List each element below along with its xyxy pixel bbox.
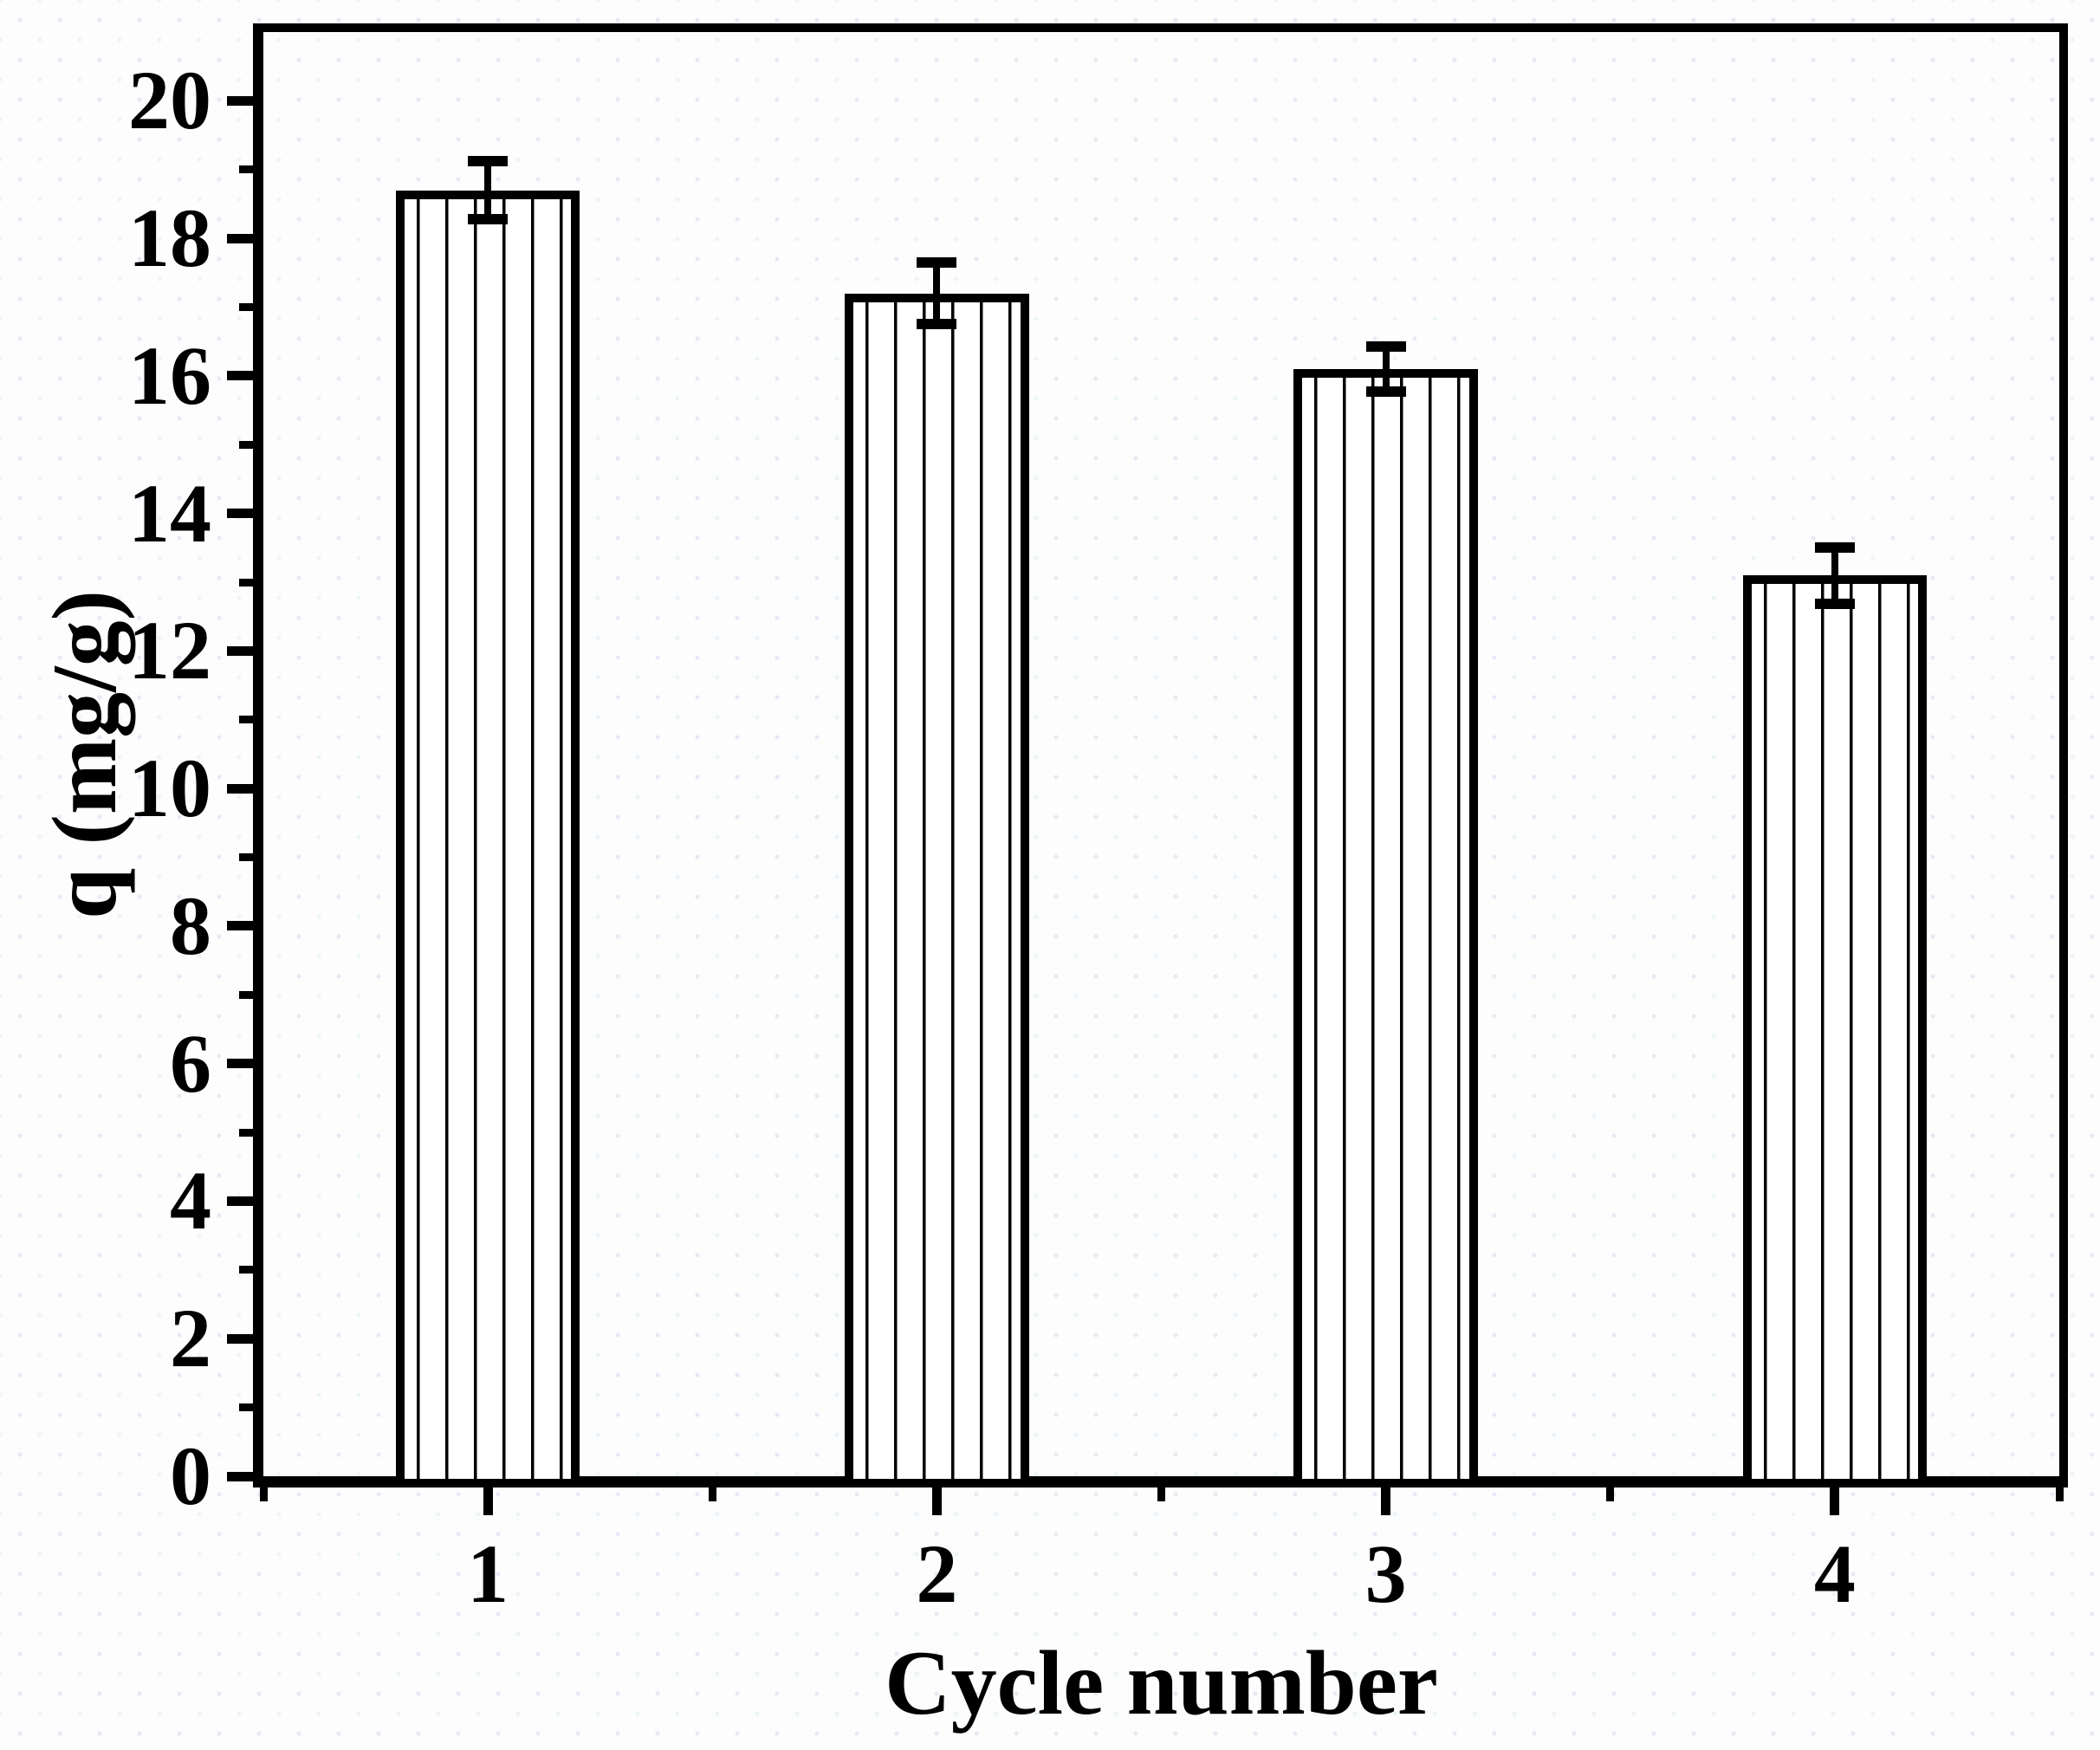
- error-bar-stem: [484, 161, 492, 219]
- error-bar-bottom-cap: [468, 213, 509, 224]
- y-tick-label: 6: [170, 1016, 211, 1110]
- error-bar-bottom-cap: [1365, 386, 1406, 398]
- error-bar-stem: [1831, 547, 1838, 604]
- x-minor-tick: [259, 1488, 268, 1501]
- x-tick-label: 2: [916, 1527, 958, 1620]
- x-minor-tick: [1606, 1488, 1615, 1501]
- y-tick-label: 10: [128, 742, 211, 835]
- bar: [845, 293, 1029, 1488]
- x-major-tick: [931, 1488, 942, 1515]
- y-tick-label: 8: [170, 878, 211, 972]
- y-major-tick: [227, 1333, 253, 1344]
- bar: [395, 190, 580, 1488]
- error-bar-top-cap: [1814, 541, 1855, 553]
- error-bar-top-cap: [1365, 340, 1406, 352]
- y-tick-label: 18: [128, 191, 211, 285]
- y-tick-label: 0: [170, 1429, 211, 1522]
- y-major-tick: [227, 1471, 253, 1481]
- y-tick-label: 16: [128, 328, 211, 422]
- error-bar-stem: [1382, 346, 1390, 392]
- y-minor-tick: [239, 716, 253, 724]
- y-major-tick: [227, 509, 253, 519]
- plot-area: [253, 23, 2068, 1488]
- y-major-tick: [227, 233, 253, 243]
- y-tick-label: 12: [128, 604, 211, 697]
- y-minor-tick: [239, 440, 253, 449]
- y-minor-tick: [239, 1266, 253, 1274]
- y-major-tick: [227, 783, 253, 794]
- error-bar-top-cap: [468, 156, 509, 167]
- y-tick-label: 2: [170, 1292, 211, 1385]
- y-major-tick: [227, 921, 253, 931]
- x-tick-label: 3: [1364, 1527, 1407, 1620]
- y-axis-title: q (mg/g): [34, 589, 135, 919]
- y-minor-tick: [239, 1128, 253, 1137]
- bar: [1742, 575, 1928, 1488]
- y-minor-tick: [239, 1403, 253, 1412]
- y-minor-tick: [239, 990, 253, 999]
- y-major-tick: [227, 1196, 253, 1206]
- x-minor-tick: [708, 1488, 716, 1501]
- x-minor-tick: [1157, 1488, 1165, 1501]
- error-bar-top-cap: [917, 256, 957, 268]
- y-major-tick: [227, 1059, 253, 1069]
- y-major-tick: [227, 645, 253, 656]
- x-minor-tick: [2055, 1488, 2064, 1501]
- error-bar-stem: [933, 262, 941, 325]
- x-tick-label: 1: [467, 1527, 509, 1620]
- x-axis-title: Cycle number: [885, 1632, 1438, 1734]
- y-minor-tick: [239, 578, 253, 587]
- y-major-tick: [227, 95, 253, 106]
- error-bar-bottom-cap: [917, 319, 957, 330]
- y-major-tick: [227, 371, 253, 381]
- y-minor-tick: [239, 303, 253, 312]
- y-tick-label: 14: [128, 466, 211, 560]
- y-minor-tick: [239, 853, 253, 862]
- x-tick-label: 4: [1813, 1527, 1856, 1620]
- y-tick-label: 4: [170, 1154, 211, 1248]
- x-major-tick: [483, 1488, 493, 1515]
- y-minor-tick: [239, 165, 253, 174]
- bar: [1293, 368, 1478, 1488]
- error-bar-bottom-cap: [1814, 598, 1855, 609]
- y-tick-label: 20: [128, 54, 211, 147]
- x-major-tick: [1381, 1488, 1391, 1515]
- x-major-tick: [1830, 1488, 1840, 1515]
